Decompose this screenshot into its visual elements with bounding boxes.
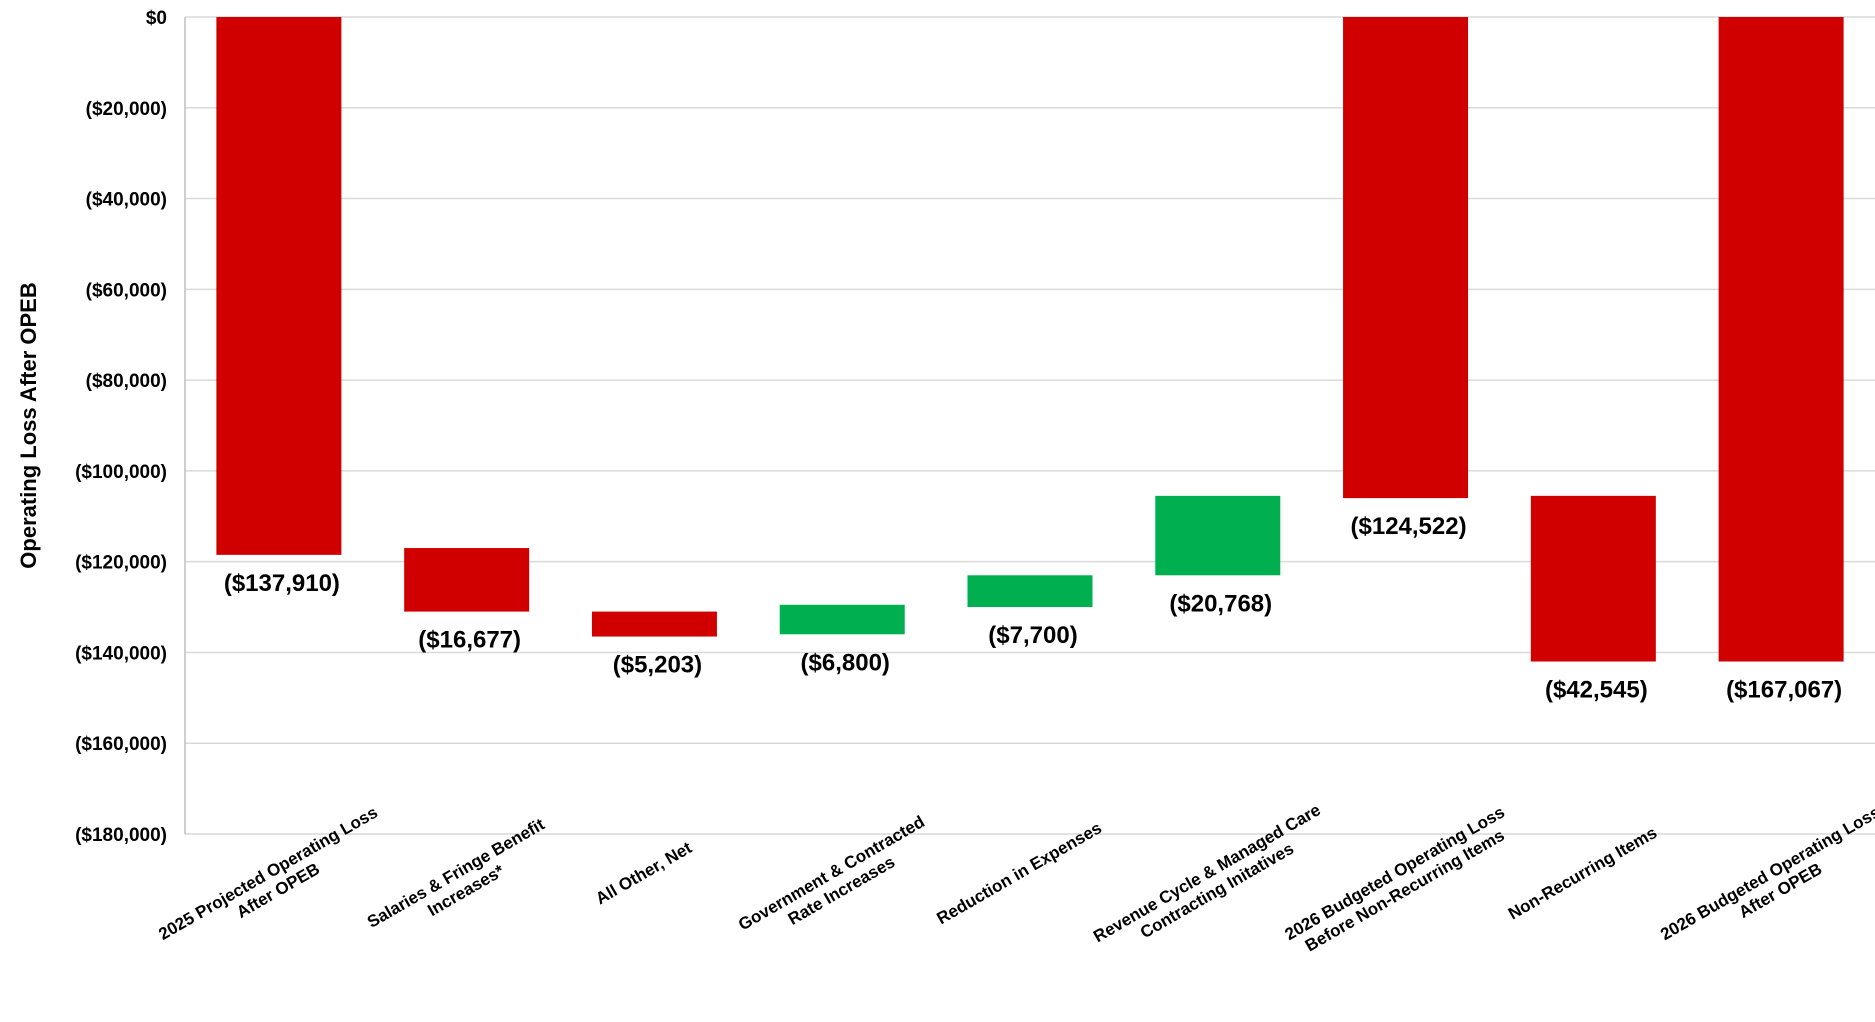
y-tick-label: ($180,000) bbox=[75, 825, 167, 846]
category-label: 2025 Projected Operating LossAfter OPEB bbox=[155, 803, 391, 961]
y-tick-label: ($160,000) bbox=[75, 734, 167, 755]
data-label: ($20,768) bbox=[1169, 590, 1272, 617]
y-tick-label: ($100,000) bbox=[75, 462, 167, 483]
y-tick-label: ($20,000) bbox=[86, 99, 167, 120]
category-label-text: All Other, Net bbox=[592, 838, 695, 908]
bar bbox=[1343, 17, 1469, 499]
y-tick-label: $0 bbox=[146, 8, 167, 29]
data-label: ($5,203) bbox=[613, 652, 702, 679]
bar bbox=[404, 548, 530, 612]
category-label-line: All Other, Net bbox=[592, 838, 695, 908]
bar bbox=[779, 604, 905, 635]
category-label-line: Before Non-Recurring Items bbox=[1302, 826, 1508, 956]
bar bbox=[1155, 495, 1281, 576]
category-label: All Other, Net bbox=[592, 838, 695, 908]
data-labels: ($137,910) ($16,677) ($5,203) ($6,800) ($7,7… bbox=[224, 513, 1842, 703]
category-label-line: 2025 Projected Operating Loss bbox=[155, 803, 381, 944]
category-label-line: 2026 Budgeted Operating Loss bbox=[1657, 802, 1875, 944]
bar bbox=[1718, 17, 1844, 662]
category-labels: 2025 Projected Operating LossAfter OPEB S… bbox=[155, 800, 1875, 961]
category-label: 2026 Budgeted Operating LossAfter OPEB bbox=[1657, 802, 1875, 961]
bars bbox=[216, 17, 1844, 662]
category-label-line: 2026 Budgeted Operating Loss bbox=[1282, 802, 1508, 944]
data-label: ($167,067) bbox=[1726, 677, 1842, 704]
category-label: 2026 Budgeted Operating LossBefore Non-R… bbox=[1282, 802, 1518, 961]
category-label-text: 2025 Projected Operating LossAfter OPEB bbox=[155, 803, 391, 961]
data-label: ($6,800) bbox=[801, 649, 890, 676]
y-tick-label: ($120,000) bbox=[75, 553, 167, 574]
category-label-text: 2026 Budgeted Operating LossBefore Non-R… bbox=[1282, 802, 1518, 961]
bar bbox=[591, 611, 717, 637]
y-tick-label: ($140,000) bbox=[75, 643, 167, 664]
category-label-line: Government & Contracted bbox=[735, 812, 928, 934]
bar bbox=[967, 575, 1093, 608]
y-axis-title: Operating Loss After OPEB bbox=[16, 282, 41, 568]
y-tick-labels: $0 ($20,000) ($40,000) ($60,000) ($80,000) ($… bbox=[75, 8, 167, 846]
category-label-line: Salaries & Fringe Benefit bbox=[364, 815, 548, 932]
data-label: ($16,677) bbox=[418, 627, 521, 654]
category-label-text: Non-Recurring Items bbox=[1505, 823, 1660, 924]
category-label: Non-Recurring Items bbox=[1505, 823, 1660, 924]
category-label-text: 2026 Budgeted Operating LossAfter OPEB bbox=[1657, 802, 1875, 961]
data-label: ($42,545) bbox=[1545, 677, 1648, 704]
y-tick-label: ($40,000) bbox=[86, 190, 167, 211]
category-label: Government & ContractedRate Increases bbox=[735, 812, 938, 952]
data-label: ($7,700) bbox=[988, 622, 1077, 649]
bar bbox=[216, 17, 342, 555]
y-tick-label: ($60,000) bbox=[86, 280, 167, 301]
data-label: ($124,522) bbox=[1351, 513, 1467, 540]
data-label: ($137,910) bbox=[224, 570, 340, 597]
category-label-line: Non-Recurring Items bbox=[1505, 823, 1660, 924]
gridlines bbox=[185, 16, 1875, 835]
bar bbox=[1530, 495, 1656, 662]
category-label-text: Government & ContractedRate Increases bbox=[735, 812, 938, 952]
y-tick-label: ($80,000) bbox=[86, 371, 167, 392]
